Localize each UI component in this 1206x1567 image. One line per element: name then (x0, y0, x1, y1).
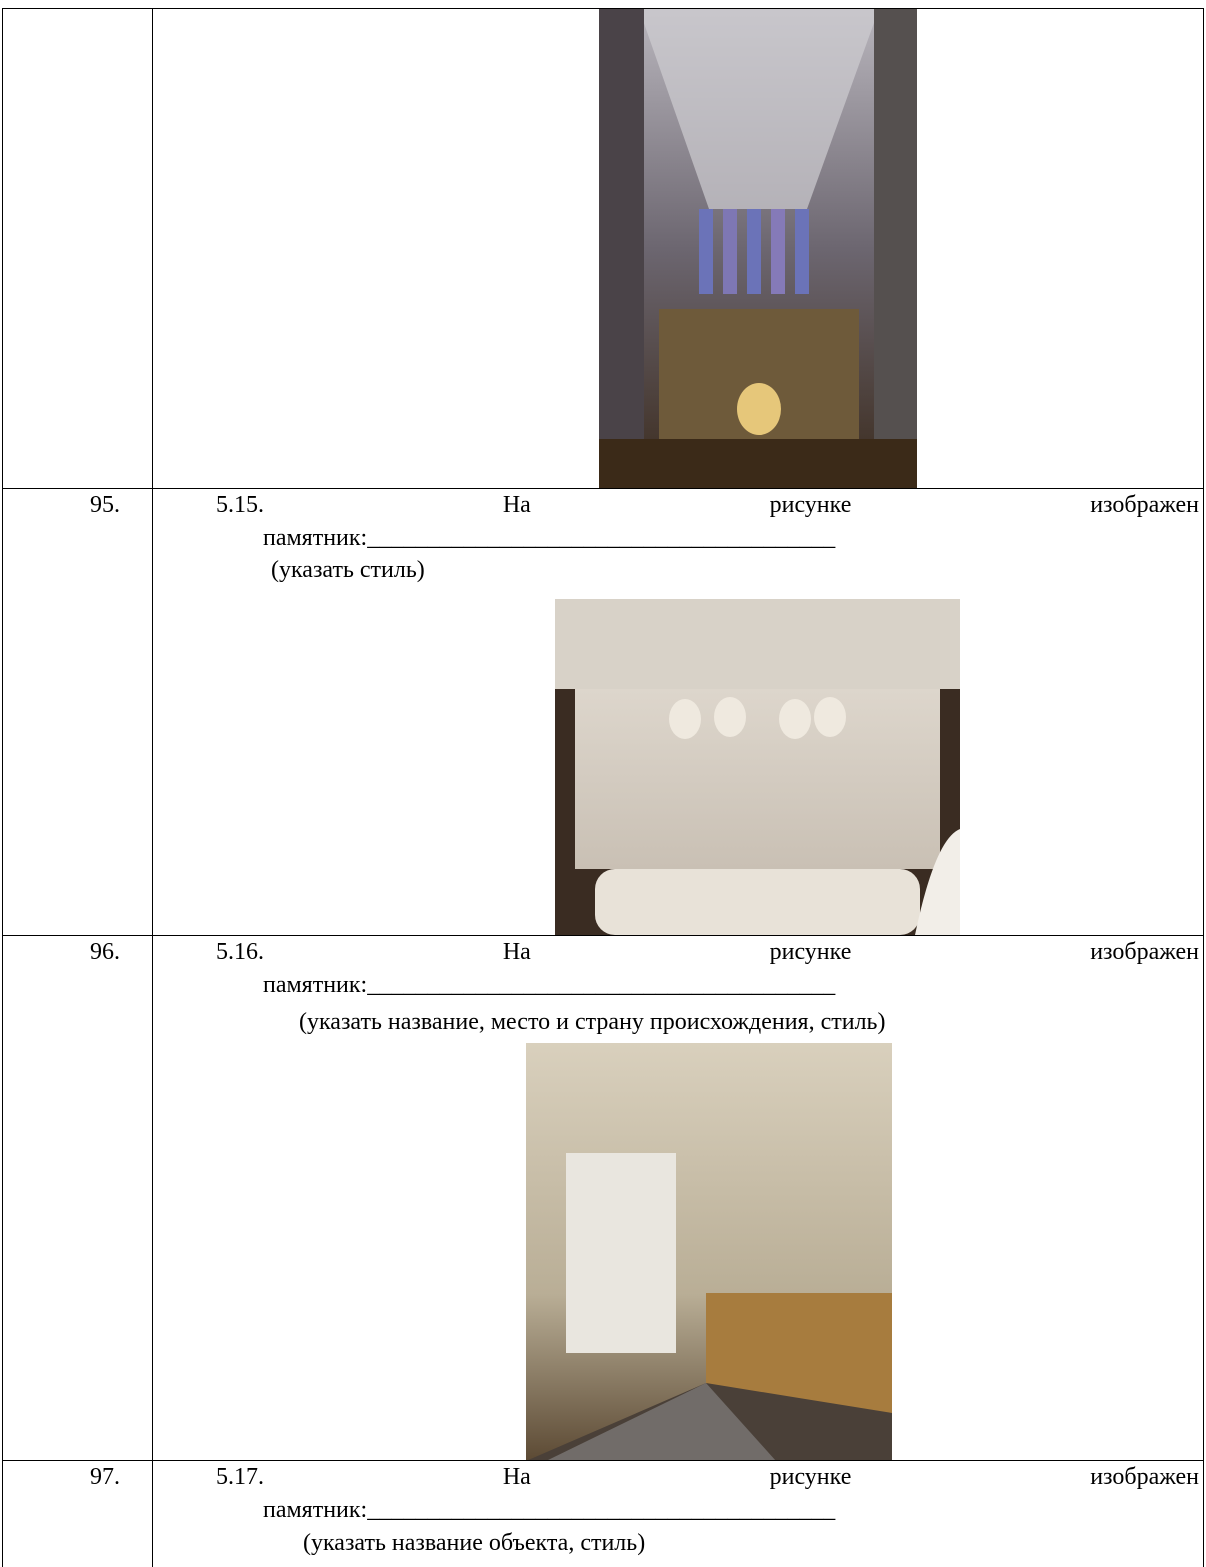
task-note: (указать стиль) (271, 557, 425, 583)
row-number: 95. (3, 489, 153, 936)
row-cell: 5.16. На рисунке изображен памятник:____… (154, 936, 1204, 1461)
row-cell (154, 9, 1204, 489)
photo-cathedral-nave (599, 9, 917, 489)
answer-blank: памятник:_______________________________… (263, 1497, 836, 1523)
table-row: 97. 5.17. На рисунке изображен памятник:… (2, 1460, 1204, 1567)
row-cell: 5.15. На рисунке изображен памятник:____… (154, 489, 1204, 936)
photo-chapel (526, 1043, 892, 1461)
task-heading: 5.17. На рисунке изображен (216, 1464, 1199, 1490)
table-row: 96. 5.16. На рисунке изображен памятник:… (2, 935, 1204, 1461)
row-cell: 5.17. На рисунке изображен памятник:____… (154, 1461, 1204, 1567)
row-number (3, 9, 153, 489)
row-number: 96. (3, 936, 153, 1461)
task-note: (указать название, место и страну происх… (299, 1009, 886, 1035)
table-row: 95. 5.15. На рисунке изображен памятник:… (2, 488, 1204, 936)
task-heading: 5.16. На рисунке изображен (216, 939, 1199, 965)
task-heading: 5.15. На рисунке изображен (216, 492, 1199, 518)
row-number: 97. (3, 1461, 153, 1567)
task-note: (указать название объекта, стиль) (303, 1530, 646, 1556)
answer-blank: памятник:_______________________________… (263, 525, 836, 551)
answer-blank: памятник:_______________________________… (263, 972, 836, 998)
photo-capital (555, 599, 960, 935)
table-row (2, 8, 1204, 489)
